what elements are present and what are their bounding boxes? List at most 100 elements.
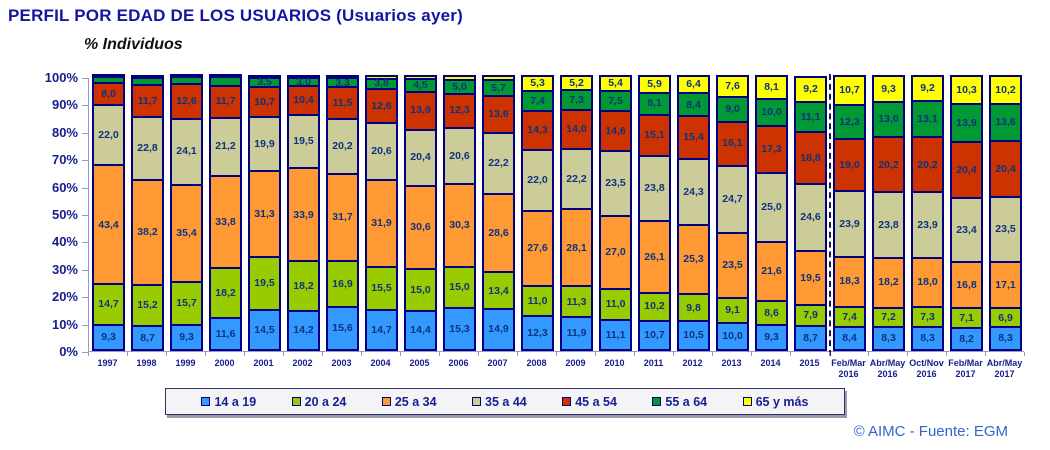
x-tick-label: 2006 xyxy=(448,358,469,368)
segment-value: 43,4 xyxy=(98,218,119,231)
segment-value: 15,2 xyxy=(137,299,158,312)
y-tick-mark xyxy=(82,160,88,162)
bar-segment: 9,2 xyxy=(912,76,943,102)
bar-segment: 5,0 xyxy=(444,80,475,94)
bar-slot: 8,7 15,2 38,2 22,8 11,7 xyxy=(128,74,167,351)
segment-value: 22,8 xyxy=(137,142,158,155)
segment-value: 8,1 xyxy=(764,81,779,94)
segment-value: 19,5 xyxy=(293,135,314,148)
bar-feb-mar-2017: 8,2 7,1 16,8 23,4 20,4 13,9 10,3 xyxy=(950,74,983,351)
segment-value: 13,6 xyxy=(995,116,1016,129)
segment-value: 31,3 xyxy=(254,207,275,220)
bar-segment: 8,7 xyxy=(132,326,163,350)
bar-segment: 31,3 xyxy=(249,171,280,257)
bar-segment: 9,2 xyxy=(795,76,826,102)
bar-segment xyxy=(171,77,202,84)
segment-value: 5,4 xyxy=(608,76,623,89)
bar-2003: 15,6 16,9 31,7 20,2 11,5 3,3 xyxy=(326,75,359,351)
bar-segment: 14,3 xyxy=(522,111,553,151)
bar-segment: 18,2 xyxy=(210,268,241,319)
segment-value: 3,3 xyxy=(335,76,350,89)
legend-swatch xyxy=(381,397,391,406)
bar-segment: 11,1 xyxy=(795,101,826,133)
bar-segment: 23,5 xyxy=(600,151,631,216)
segment-value: 31,7 xyxy=(332,211,353,224)
segment-value: 25,0 xyxy=(761,201,782,214)
bar-segment: 12,3 xyxy=(522,316,553,350)
bar-segment: 22,8 xyxy=(132,117,163,180)
segment-value: 10,2 xyxy=(995,83,1016,96)
bar-segment: 15,1 xyxy=(639,114,670,157)
bar-segment: 27,0 xyxy=(600,215,631,290)
x-tick-mark xyxy=(322,352,323,356)
bar-slot: 10,5 9,8 25,3 24,3 15,4 8,4 6,4 xyxy=(674,74,713,351)
legend: 14 a 19 20 a 24 25 a 34 35 a 44 45 a 54 55 a … xyxy=(165,388,845,415)
segment-value: 8,3 xyxy=(881,332,896,345)
bar-segment: 20,4 xyxy=(990,141,1021,198)
bar-segment: 24,1 xyxy=(171,118,202,185)
bar-segment: 22,0 xyxy=(522,150,553,211)
x-tick-label: 2012 xyxy=(682,358,703,368)
segment-value: 24,7 xyxy=(722,193,743,206)
segment-value: 7,6 xyxy=(725,80,740,93)
bar-segment: 8,4 xyxy=(678,93,709,117)
bar-segment: 23,5 xyxy=(717,233,748,298)
bar-2002: 14,2 18,2 33,9 19,5 10,4 3,0 xyxy=(287,75,320,351)
segment-value: 25,3 xyxy=(683,253,704,266)
bar-slot: 14,7 15,5 31,9 20,6 12,6 3,8 xyxy=(362,75,401,351)
legend-swatch xyxy=(291,397,301,406)
bar-segment: 12,6 xyxy=(366,88,397,124)
bar-segment: 24,6 xyxy=(795,183,826,252)
segment-value: 9,3 xyxy=(881,82,896,95)
bar-segment: 8,3 xyxy=(912,327,943,350)
bar-segment: 15,0 xyxy=(444,266,475,309)
bar-segment: 15,6 xyxy=(327,307,358,350)
bar-segment: 11,1 xyxy=(600,319,631,350)
segment-value: 8,7 xyxy=(140,331,155,344)
bar-feb-mar-2016: 8,4 7,4 18,3 23,9 19,0 12,3 10,7 xyxy=(833,75,866,351)
bar-segment: 23,9 xyxy=(912,192,943,258)
bar-segment: 3,8 xyxy=(366,78,397,89)
bar-segment: 10,7 xyxy=(249,87,280,117)
bar-segment: 28,6 xyxy=(483,194,514,273)
segment-value: 38,2 xyxy=(137,225,158,238)
legend-label: 35 a 44 xyxy=(485,394,527,409)
segment-value: 15,3 xyxy=(449,322,470,335)
segment-value: 20,4 xyxy=(956,163,977,176)
segment-value: 8,3 xyxy=(998,332,1013,345)
bar-segment: 31,9 xyxy=(366,179,397,268)
segment-value: 15,0 xyxy=(449,281,470,294)
bar-segment: 13,6 xyxy=(483,96,514,134)
bar-1997: 9,3 14,7 43,4 22,0 8,0 xyxy=(92,74,125,351)
bar-segment: 8,6 xyxy=(756,300,787,325)
bar-segment xyxy=(171,75,202,78)
segment-value: 18,0 xyxy=(917,276,938,289)
segment-value: 7,9 xyxy=(803,309,818,322)
bar-segment: 10,0 xyxy=(756,98,787,126)
x-tick-label: 2001 xyxy=(253,358,274,368)
segment-value: 5,7 xyxy=(491,82,506,94)
segment-value: 3,0 xyxy=(296,76,311,89)
bar-segment: 8,3 xyxy=(990,327,1021,350)
bar-2012: 10,5 9,8 25,3 24,3 15,4 8,4 6,4 xyxy=(677,74,710,351)
segment-value: 11,0 xyxy=(527,295,548,307)
y-tick-mark xyxy=(82,105,88,107)
segment-value: 21,6 xyxy=(761,265,782,278)
legend-swatch xyxy=(472,397,482,406)
bar-segment: 3,0 xyxy=(288,76,319,89)
segment-value: 12,3 xyxy=(527,326,548,339)
x-tick-mark xyxy=(244,352,245,356)
segment-value: 17,1 xyxy=(995,278,1016,291)
segment-value: 19,5 xyxy=(254,277,275,290)
bar-segment: 12,3 xyxy=(444,93,475,128)
y-tick-mark xyxy=(82,242,88,244)
bar-segment: 8,1 xyxy=(756,76,787,99)
bar-segment: 7,4 xyxy=(834,306,865,327)
segment-value: 12,3 xyxy=(839,115,860,128)
x-tick-mark xyxy=(1024,352,1025,356)
segment-value: 30,3 xyxy=(449,219,470,232)
segment-value: 7,4 xyxy=(530,94,545,107)
bar-2008: 12,3 11,0 27,6 22,0 14,3 7,4 5,3 xyxy=(521,75,554,351)
bar-segment: 7,1 xyxy=(951,308,982,328)
